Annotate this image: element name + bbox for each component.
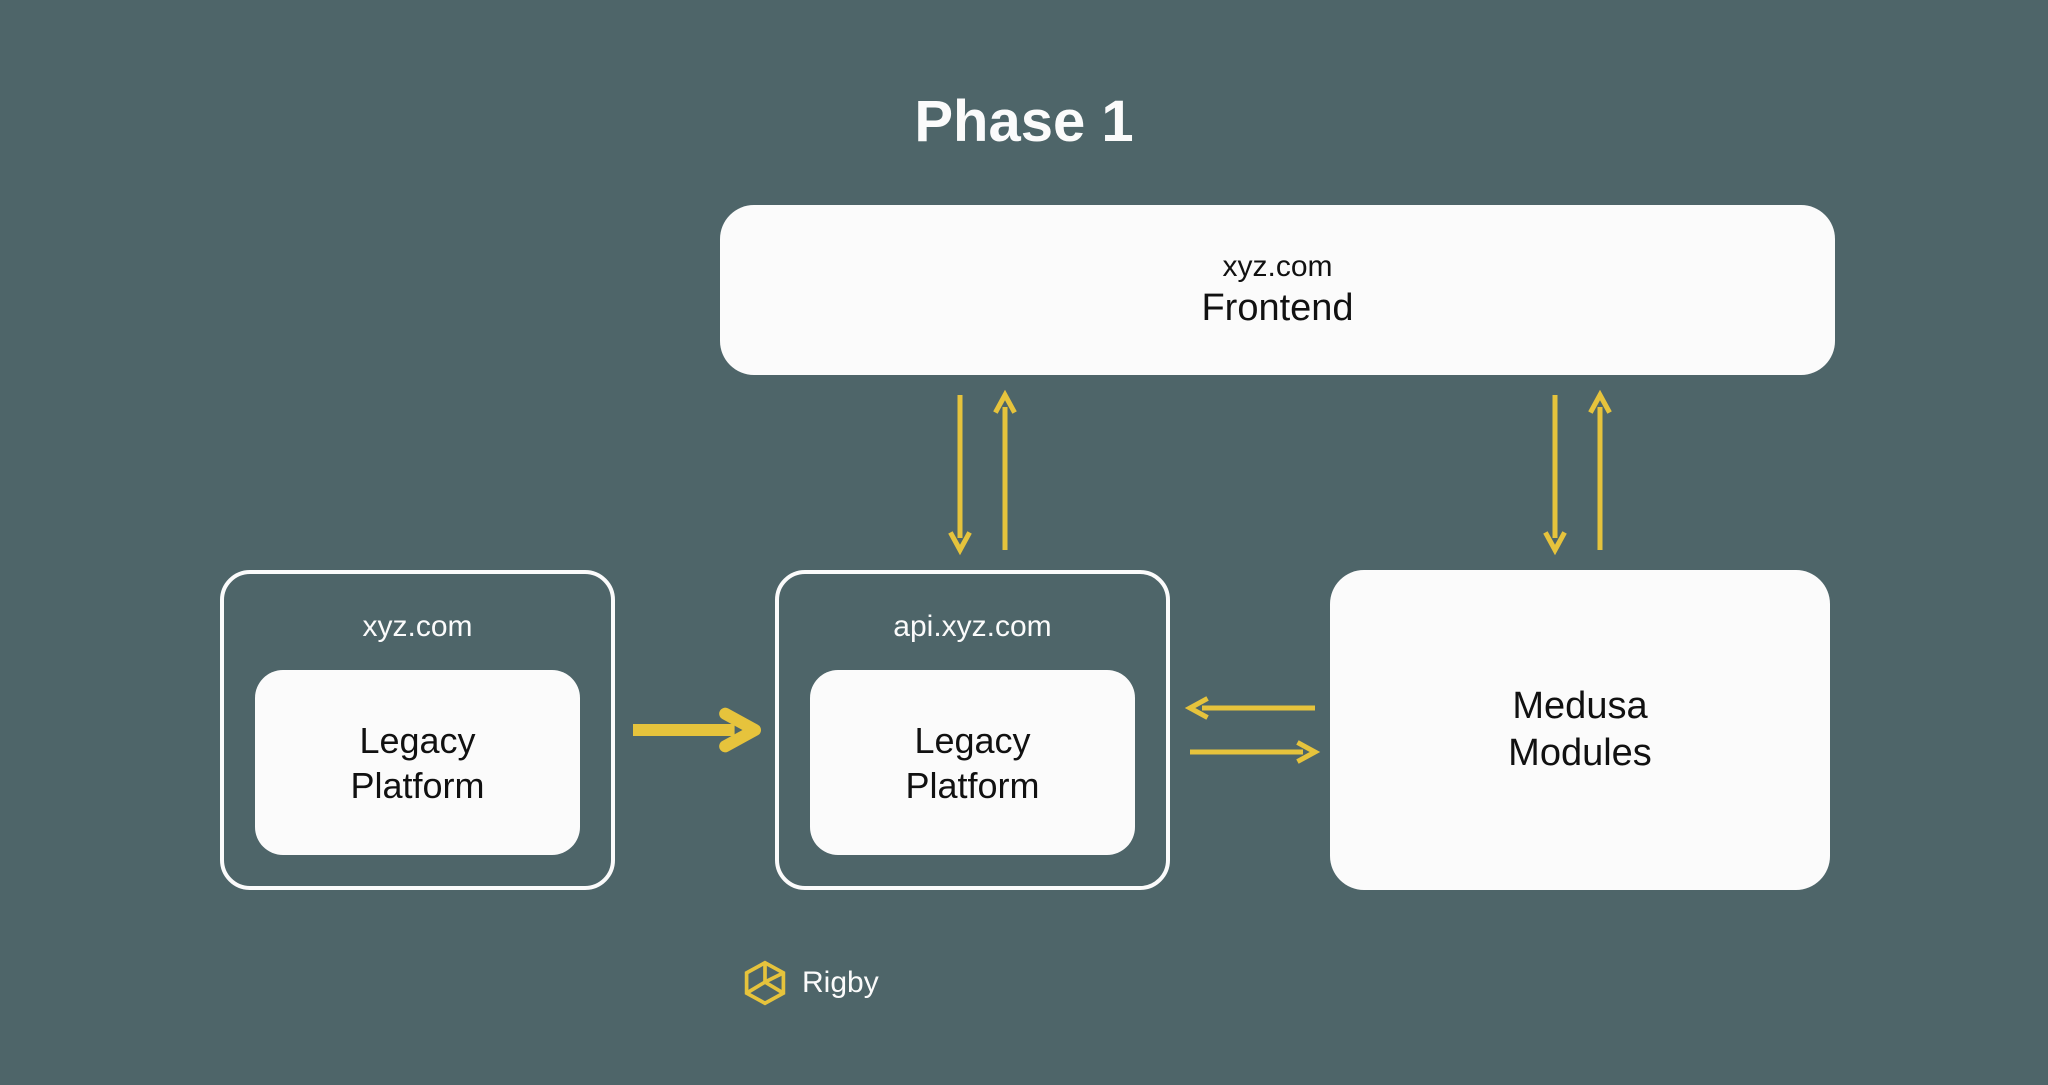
node-frontend-title: Frontend [1201, 285, 1353, 333]
node-legacy-left-line2: Platform [350, 763, 484, 808]
brand-text: Rigby [802, 966, 879, 1000]
edge-frontend-to-medusa-down [1545, 395, 1564, 550]
edge-medusa-to-api-left [1190, 698, 1315, 717]
node-medusa: Medusa Modules [1330, 570, 1830, 890]
edge-api-to-medusa-right [1190, 742, 1315, 761]
node-frontend: xyz.com Frontend [720, 205, 1835, 375]
node-medusa-line2: Modules [1508, 730, 1652, 778]
node-medusa-line1: Medusa [1512, 683, 1647, 731]
edges-layer [0, 0, 2048, 1085]
node-legacy-left-caption: xyz.com [224, 610, 611, 644]
edge-api-to-frontend-up [995, 395, 1014, 550]
diagram-stage: Phase 1 xyz.com Frontend xyz.com Legacy … [0, 0, 2048, 1085]
node-legacy-left: Legacy Platform [255, 670, 580, 855]
node-frontend-subtitle: xyz.com [1222, 248, 1332, 286]
node-legacy-right-line1: Legacy [914, 718, 1030, 763]
edge-medusa-to-frontend-up [1590, 395, 1609, 550]
brand-hex-icon [742, 960, 788, 1006]
brand-logo: Rigby [742, 960, 879, 1006]
node-legacy-right-caption: api.xyz.com [779, 610, 1166, 644]
edge-frontend-to-api-down [950, 395, 969, 550]
node-legacy-left-line1: Legacy [359, 718, 475, 763]
node-legacy-right-line2: Platform [905, 763, 1039, 808]
diagram-title-text: Phase 1 [914, 89, 1133, 154]
node-legacy-right: Legacy Platform [810, 670, 1135, 855]
diagram-title: Phase 1 [0, 88, 2048, 155]
edge-legacy-left-to-right [633, 714, 755, 747]
